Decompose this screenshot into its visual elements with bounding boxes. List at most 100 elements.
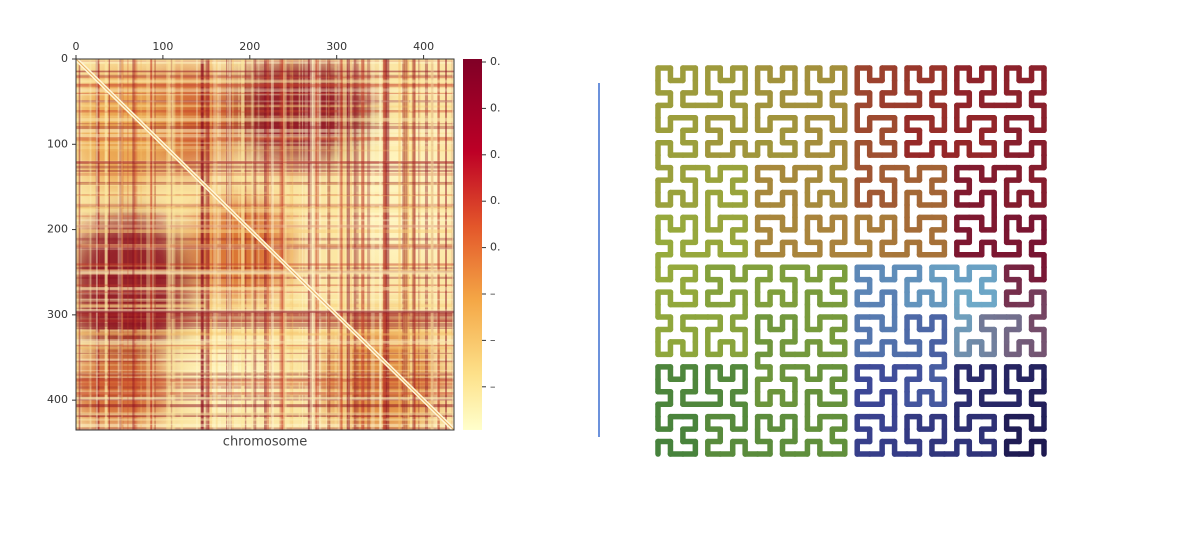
texture [327, 59, 331, 430]
texture [76, 377, 454, 381]
texture [76, 341, 454, 343]
texture [76, 79, 454, 84]
texture [418, 59, 420, 430]
texture [304, 59, 309, 430]
texture [434, 59, 438, 430]
texture [76, 347, 454, 349]
texture [76, 263, 454, 266]
texture [325, 59, 328, 430]
texture [76, 392, 454, 395]
texture [121, 59, 123, 430]
texture [76, 118, 454, 122]
texture [76, 286, 454, 291]
texture [385, 59, 390, 430]
y-tick-label: 100 [47, 137, 68, 150]
texture [98, 59, 100, 430]
texture [76, 110, 454, 112]
texture [353, 59, 357, 430]
texture [316, 59, 321, 430]
texture [76, 134, 454, 138]
texture [348, 59, 350, 430]
texture [412, 59, 416, 430]
texture [341, 59, 346, 430]
texture [76, 284, 454, 287]
colorbar [463, 59, 482, 430]
texture [382, 59, 386, 430]
texture [149, 59, 151, 430]
texture [360, 59, 365, 430]
texture [76, 128, 454, 133]
texture [166, 59, 171, 430]
texture [76, 88, 454, 92]
texture [252, 59, 257, 430]
texture [76, 161, 454, 164]
texture [76, 419, 454, 421]
texture [88, 59, 92, 430]
texture [76, 276, 454, 279]
texture [414, 59, 416, 430]
texture [346, 59, 350, 430]
texture [140, 59, 142, 430]
texture [437, 59, 440, 430]
texture [76, 395, 454, 398]
colorbar-label: 0. [490, 148, 501, 161]
texture [240, 59, 243, 430]
texture [398, 59, 401, 430]
texture [76, 203, 454, 206]
texture [339, 59, 342, 430]
texture [76, 343, 454, 348]
texture [76, 93, 454, 96]
texture [76, 298, 454, 301]
colorbar-label: 0. [490, 55, 501, 68]
texture [307, 59, 312, 430]
texture [250, 59, 255, 430]
texture [76, 182, 454, 185]
texture [76, 142, 454, 144]
texture [76, 304, 454, 309]
texture [76, 360, 454, 363]
texture [318, 59, 322, 430]
texture [76, 83, 454, 88]
texture [76, 379, 454, 382]
colorbar-label: – [490, 333, 496, 346]
texture [76, 181, 454, 185]
texture [315, 59, 317, 430]
texture [452, 59, 454, 430]
texture [76, 312, 454, 317]
texture [95, 59, 100, 430]
texture [76, 308, 454, 312]
texture [291, 59, 294, 430]
texture [76, 269, 454, 274]
texture [215, 59, 218, 430]
texture [76, 412, 454, 416]
texture [226, 59, 229, 430]
texture [76, 60, 454, 64]
texture [282, 59, 285, 430]
texture [76, 398, 454, 401]
texture [213, 59, 217, 430]
texture [451, 59, 453, 430]
texture [76, 269, 454, 272]
texture [76, 111, 454, 113]
heatmap-frame [75, 58, 455, 431]
texture [195, 59, 198, 430]
texture [379, 59, 381, 430]
texture [279, 59, 283, 430]
texture [76, 83, 454, 86]
texture [257, 59, 260, 430]
texture [76, 247, 454, 251]
texture [76, 149, 454, 152]
texture [76, 315, 454, 319]
texture [356, 59, 359, 430]
texture [76, 317, 454, 320]
texture [117, 59, 122, 430]
texture [76, 287, 454, 290]
texture [406, 59, 409, 430]
texture [76, 74, 454, 78]
texture [207, 59, 210, 430]
texture [170, 59, 174, 430]
texture [76, 80, 454, 82]
texture [76, 160, 454, 164]
texture [76, 341, 454, 346]
texture [76, 161, 454, 165]
